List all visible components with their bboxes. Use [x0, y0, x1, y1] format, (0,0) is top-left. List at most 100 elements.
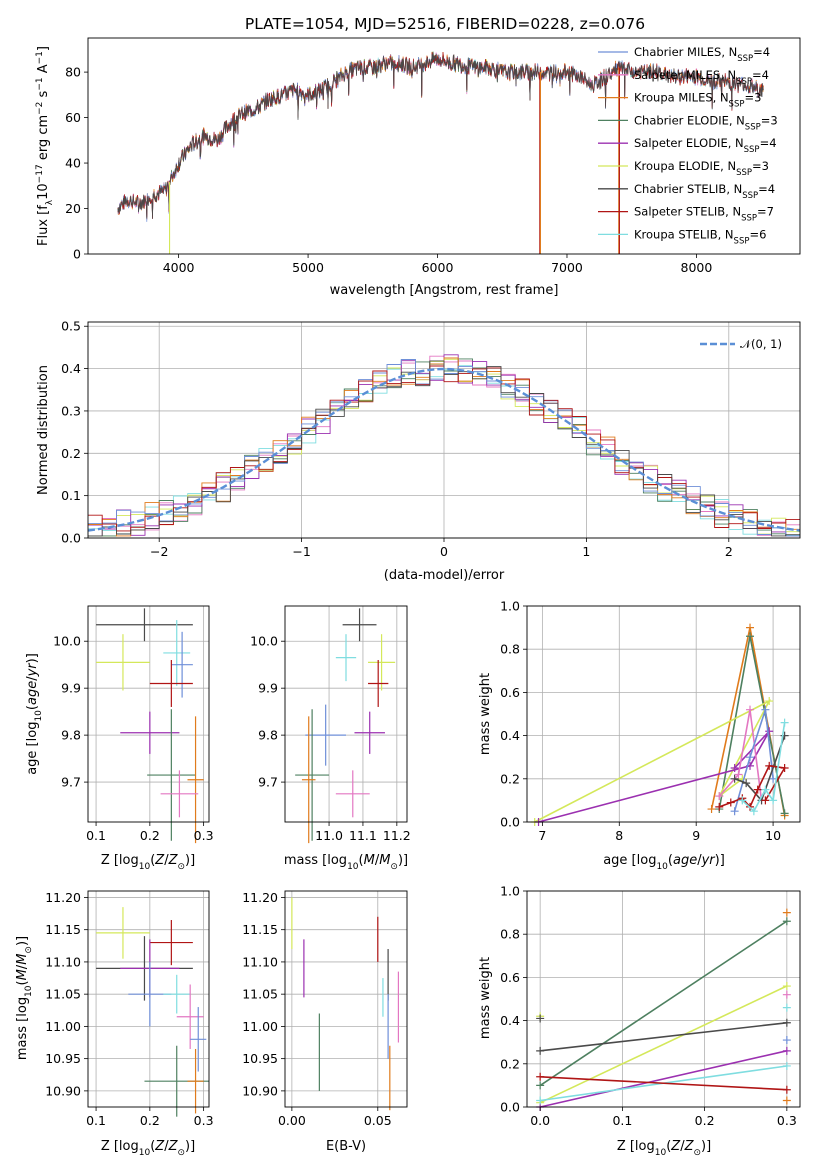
y-tick-label: 0.6 [500, 685, 520, 700]
errorbar-chabrier_elodie [295, 709, 330, 841]
y-tick-label: 40 [65, 156, 81, 171]
y-tick-label: 11.10 [45, 954, 81, 969]
y-tick-label: 11.05 [45, 987, 81, 1002]
x-tick-label: −1 [292, 544, 310, 559]
weight-marker [730, 807, 739, 816]
figure-title: PLATE=1054, MJD=52516, FIBERID=0228, z=0… [245, 15, 645, 33]
spectrum-xlabel: wavelength [Angstrom, rest frame] [330, 283, 559, 298]
weight-marker [753, 785, 762, 794]
weight-marker [761, 705, 770, 714]
weight-marker [742, 779, 751, 788]
weight-marker [536, 1072, 545, 1081]
errorbar-salpeter_stelib [149, 660, 193, 707]
age-z-ylabel: age [log10(age/yr)] [25, 653, 44, 775]
errorbar-salpeter_miles [335, 770, 370, 818]
errorbar-salpeter_elodie [120, 711, 180, 754]
y-tick-label: 11.20 [242, 890, 278, 905]
weight-line-kroupa_elodie [534, 699, 772, 823]
x-tick-label: 0.3 [194, 828, 214, 843]
weight-marker [730, 764, 739, 772]
x-tick-label: 6000 [422, 260, 454, 275]
y-tick-label: 9.8 [258, 728, 278, 743]
errorbar-salpeter_elodie [354, 711, 385, 754]
weight-line-chabrier_elodie [539, 920, 788, 1087]
y-tick-label: 9.8 [61, 728, 81, 743]
x-tick-label: 0.2 [695, 1113, 715, 1128]
spectrum-ylabel: Flux [fλ10−17 erg cm−2 s−1 A−1] [35, 46, 55, 246]
x-tick-label: 0.1 [86, 1113, 106, 1128]
residual-legend: 𝒩(0, 1) [700, 337, 782, 351]
y-tick-label: 0.4 [61, 361, 81, 376]
errorbar-salpeter_stelib [149, 920, 193, 966]
y-tick-label: 0 [73, 247, 81, 262]
weight-line-salpeter_stelib [540, 1076, 787, 1091]
x-tick-label: 2 [725, 544, 733, 559]
age-mass-xlabel: mass [log10(M/M⊙)] [284, 853, 408, 872]
x-tick-label: 8000 [681, 260, 713, 275]
age-vs-mass-panel: 11.0 11.1 11.2 9.7 9.8 9.9 10.0 mass [log10(M/… [250, 605, 411, 872]
y-tick-label: 20 [65, 201, 81, 216]
y-tick-label: 0.1 [61, 488, 81, 503]
weight-marker [782, 1085, 791, 1094]
x-tick-label: 11.1 [349, 828, 377, 843]
y-tick-label: 11.00 [45, 1019, 81, 1034]
weight-marker [536, 1096, 545, 1105]
y-tick-label: 60 [65, 110, 81, 125]
mass-ebv-xlabel: E(B-V) [326, 1139, 366, 1154]
weight-vs-age-panel: 7 8 9 10 0.0 0.2 0.4 0.6 0.8 1.0 age [log10(age/y… [478, 599, 801, 872]
weight-marker [761, 785, 770, 794]
x-tick-label: 7000 [551, 260, 583, 275]
y-tick-label: 9.7 [258, 775, 278, 790]
x-tick-label: 0.1 [86, 828, 106, 843]
x-tick-label: 4000 [163, 260, 195, 275]
y-tick-label: 0.3 [61, 403, 81, 418]
weight-marker [769, 796, 778, 805]
weight-marker [746, 753, 755, 762]
errorbar-kroupa_stelib [335, 634, 357, 682]
x-tick-label: 0.05 [364, 1113, 392, 1128]
weight-z-xlabel: Z [log10(Z/Z⊙)] [617, 1139, 711, 1158]
weight-marker [738, 796, 747, 805]
x-tick-label: −2 [150, 544, 168, 559]
y-tick-label: 10.95 [242, 1051, 278, 1066]
weight-marker [780, 764, 789, 772]
weight-marker [536, 1081, 545, 1090]
y-tick-label: 11.15 [242, 922, 278, 937]
residual-xlabel: (data-model)/error [384, 568, 505, 583]
x-tick-label: 0.00 [278, 1113, 306, 1128]
y-tick-label: 11.15 [45, 922, 81, 937]
x-tick-label: 0.2 [140, 1113, 160, 1128]
errorbar-kroupa_elodie [96, 907, 150, 959]
weight-z-ylabel: mass weight [478, 957, 493, 1039]
weight-line-chabrier_stelib [540, 1022, 787, 1052]
weight-marker [746, 632, 755, 641]
x-tick-label: 9 [692, 828, 700, 843]
weight-marker [726, 798, 735, 807]
weight-marker [782, 1061, 791, 1070]
weight-age-ylabel: mass weight [478, 673, 493, 755]
weight-marker [749, 807, 758, 816]
y-tick-label: 0.6 [500, 970, 520, 985]
x-tick-label: 11.0 [315, 828, 343, 843]
y-tick-label: 0.4 [500, 1013, 520, 1028]
errorbar-chabrier_miles [171, 631, 193, 698]
x-tick-label: 11.2 [383, 828, 411, 843]
y-tick-label: 1.0 [500, 599, 520, 614]
weight-line-salpeter_elodie [540, 1050, 787, 1108]
x-tick-label: 1 [582, 544, 590, 559]
y-tick-label: 11.20 [45, 890, 81, 905]
weight-marker [782, 990, 791, 999]
y-tick-label: 9.7 [61, 775, 81, 790]
mass-z-xlabel: Z [log10(Z/Z⊙)] [101, 1139, 195, 1158]
y-tick-label: 10.0 [53, 634, 81, 649]
weight-line-kroupa_elodie [539, 985, 788, 1104]
weight-marker [730, 774, 739, 783]
spectrum-line-chabrier_stelib [117, 52, 764, 219]
age-vs-z-panel: 0.1 0.2 0.3 9.7 9.8 9.9 10.0 Z [log10(Z/Z⊙)] a… [25, 605, 214, 872]
weight-marker [780, 718, 789, 727]
y-tick-label: 0.8 [500, 642, 520, 657]
errorbar-kroupa_stelib [163, 620, 191, 686]
weight-marker [782, 1018, 791, 1027]
weight-line-chabrier_miles [733, 709, 774, 812]
